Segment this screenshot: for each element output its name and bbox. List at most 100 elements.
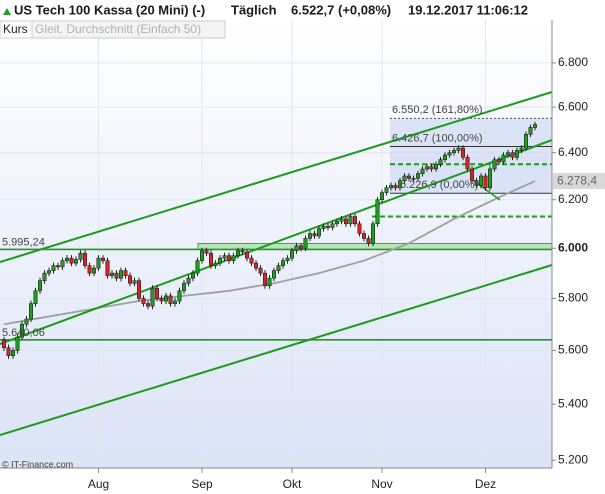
candle-body [285, 257, 290, 261]
fibonacci-label: 6.226,9 (0,00%) [400, 179, 478, 191]
candle-body [379, 192, 384, 201]
candle-body [465, 157, 470, 170]
candle-body [254, 262, 259, 269]
y-tick-label: 6.600 [558, 99, 588, 113]
candle-body [87, 265, 92, 274]
candle-body [55, 265, 60, 268]
candle-body [312, 233, 317, 237]
candle-body [101, 257, 106, 261]
candle-body [231, 255, 236, 261]
candle-body [271, 270, 276, 279]
candle-body [487, 168, 492, 189]
candle-body [6, 347, 11, 357]
y-tick-label: 6.000 [558, 240, 588, 254]
candle-body [24, 318, 29, 325]
x-tick-label: Dez [475, 477, 496, 491]
candle-body [361, 233, 366, 239]
candle-body [11, 350, 16, 357]
quote: 6.522,7 (+0,08%) [291, 2, 391, 17]
candle-body [65, 257, 70, 261]
candle-body [505, 152, 510, 156]
y-tick-label: 5.800 [558, 291, 588, 305]
candle-body [267, 277, 272, 287]
fibonacci-label: 6.426,7 (100,00%) [392, 132, 483, 144]
candle-body [137, 280, 142, 299]
candle-body [74, 259, 79, 264]
candle-body [155, 287, 160, 299]
candle-body [42, 272, 47, 281]
candle-body [213, 262, 218, 266]
candle-body [191, 272, 196, 279]
candle-body [519, 147, 524, 151]
candle-body [114, 272, 119, 279]
candle-body [334, 221, 339, 225]
level-label: 5.995,24 [2, 236, 45, 248]
candle-body [110, 272, 115, 276]
candle-body [159, 298, 164, 302]
candle-body [330, 223, 335, 228]
candle-body [69, 257, 74, 264]
candle-body [496, 159, 501, 163]
candle-body [28, 303, 33, 320]
candle-body [397, 180, 402, 189]
candle-body [375, 199, 380, 225]
x-tick-label: Sep [191, 477, 213, 491]
candle-body [514, 150, 519, 158]
candle-body [406, 175, 411, 179]
candle-body [429, 166, 434, 170]
candle-body [236, 250, 241, 256]
candle-body [469, 168, 474, 182]
candle-body [245, 251, 250, 259]
candle-body [276, 265, 281, 271]
candle-body [402, 175, 407, 182]
candle-body [46, 270, 51, 274]
y-tick-label: 5.600 [558, 343, 588, 357]
candle-body [393, 185, 398, 189]
candle-body [227, 255, 232, 261]
candle-body [141, 298, 146, 304]
candle-body [384, 187, 389, 193]
candle-body [146, 303, 151, 307]
candle-body [186, 277, 191, 284]
candle-body [240, 250, 245, 253]
candle-body [357, 223, 362, 234]
legend-box [31, 20, 226, 39]
candle-body [123, 270, 128, 276]
candle-body [33, 290, 38, 304]
last-value-label: 6.278,4 [557, 173, 597, 187]
candle-body [78, 252, 83, 260]
candle-body [298, 245, 303, 249]
candle-body [325, 225, 330, 228]
candle-body [177, 290, 182, 302]
candle-body [222, 255, 227, 259]
fibonacci-label: 6.550,2 (161,80%) [392, 104, 483, 116]
candle-body [19, 323, 24, 338]
candle-body [339, 218, 344, 222]
candle-body [352, 216, 357, 225]
legend-entry: Gleit. Durchschnitt (Einfach 50) [35, 22, 201, 36]
y-tick-label: 5.200 [558, 452, 588, 466]
y-tick-label: 6.400 [558, 145, 588, 159]
candle-body [411, 178, 416, 180]
instrument-title: US Tech 100 Kassa (20 Mini) (-) [14, 2, 205, 17]
candle-body [478, 175, 483, 186]
candle-body [420, 168, 425, 174]
resistance-zone [197, 243, 553, 250]
candle-body [366, 238, 371, 244]
candle-body [128, 275, 133, 284]
candle-body [532, 124, 537, 128]
candle-body [83, 252, 88, 266]
level-label: 5.640,06 [2, 327, 45, 339]
candle-body [1, 339, 7, 349]
candle-body [37, 280, 42, 292]
trend-line [0, 264, 553, 436]
candle-body [433, 164, 438, 170]
candle-body [195, 260, 200, 274]
interval: Täglich [231, 2, 277, 17]
candle-body [262, 272, 267, 287]
candle-body [483, 175, 488, 189]
candle-body [92, 267, 97, 274]
x-tick-label: Nov [371, 477, 392, 491]
candle-body [289, 250, 294, 259]
